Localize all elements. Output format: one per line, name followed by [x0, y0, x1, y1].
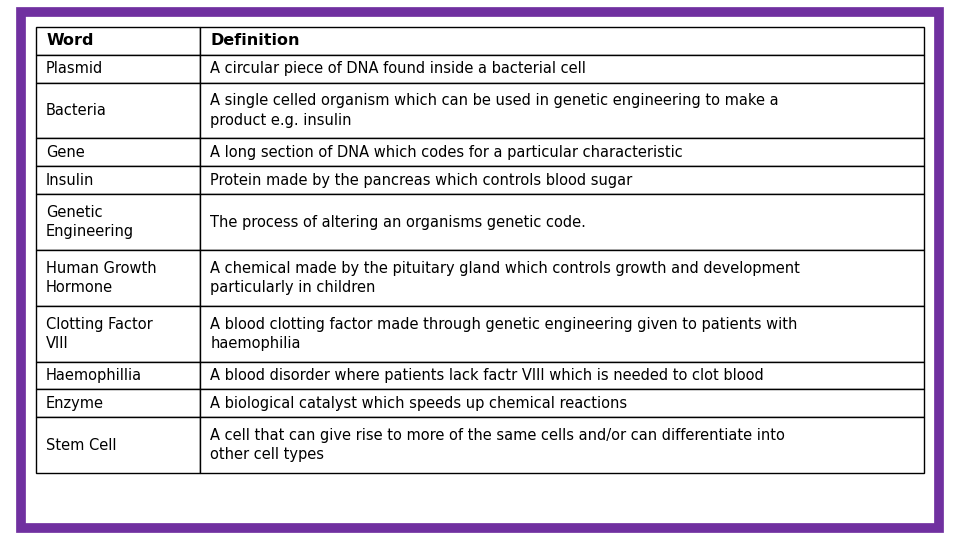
Text: A circular piece of DNA found inside a bacterial cell: A circular piece of DNA found inside a b… [210, 61, 587, 76]
Text: Enzyme: Enzyme [46, 396, 104, 411]
Text: A long section of DNA which codes for a particular characteristic: A long section of DNA which codes for a … [210, 145, 684, 160]
Bar [201, 250, 924, 306]
Text: A blood clotting factor made through genetic engineering given to patients with
: A blood clotting factor made through gen… [210, 316, 798, 351]
Text: Plasmid: Plasmid [46, 61, 104, 76]
Text: A biological catalyst which speeds up chemical reactions: A biological catalyst which speeds up ch… [210, 396, 628, 411]
Bar [36, 27, 201, 55]
Text: Insulin: Insulin [46, 173, 94, 188]
Bar [36, 417, 201, 473]
Text: The process of altering an organisms genetic code.: The process of altering an organisms gen… [210, 214, 587, 230]
Bar [36, 389, 201, 417]
Bar [36, 250, 201, 306]
Bar [36, 362, 201, 389]
Text: A blood disorder where patients lack factr VIII which is needed to clot blood: A blood disorder where patients lack fac… [210, 368, 764, 383]
Text: Haemophillia: Haemophillia [46, 368, 142, 383]
Bar [201, 362, 924, 389]
Bar [201, 138, 924, 166]
Text: Gene: Gene [46, 145, 84, 160]
Text: Stem Cell: Stem Cell [46, 438, 116, 453]
Bar [201, 27, 924, 55]
Bar [201, 306, 924, 362]
Text: Protein made by the pancreas which controls blood sugar: Protein made by the pancreas which contr… [210, 173, 633, 188]
Text: Word: Word [46, 33, 94, 48]
Bar [201, 194, 924, 250]
Bar [201, 55, 924, 83]
Bar [36, 83, 201, 138]
Bar [201, 417, 924, 473]
Text: A single celled organism which can be used in genetic engineering to make a
prod: A single celled organism which can be us… [210, 93, 779, 127]
FancyBboxPatch shape [21, 12, 939, 528]
Text: A chemical made by the pituitary gland which controls growth and development
par: A chemical made by the pituitary gland w… [210, 261, 801, 295]
Bar [201, 166, 924, 194]
Bar [201, 389, 924, 417]
Text: Human Growth
Hormone: Human Growth Hormone [46, 261, 156, 295]
Text: A cell that can give rise to more of the same cells and/or can differentiate int: A cell that can give rise to more of the… [210, 428, 785, 462]
Text: Bacteria: Bacteria [46, 103, 107, 118]
Bar [36, 194, 201, 250]
Bar [201, 83, 924, 138]
Bar [36, 306, 201, 362]
Text: Definition: Definition [210, 33, 300, 48]
Bar [36, 166, 201, 194]
Bar [36, 55, 201, 83]
Text: Genetic
Engineering: Genetic Engineering [46, 205, 134, 239]
Text: Clotting Factor
VIII: Clotting Factor VIII [46, 316, 153, 351]
Bar [36, 138, 201, 166]
